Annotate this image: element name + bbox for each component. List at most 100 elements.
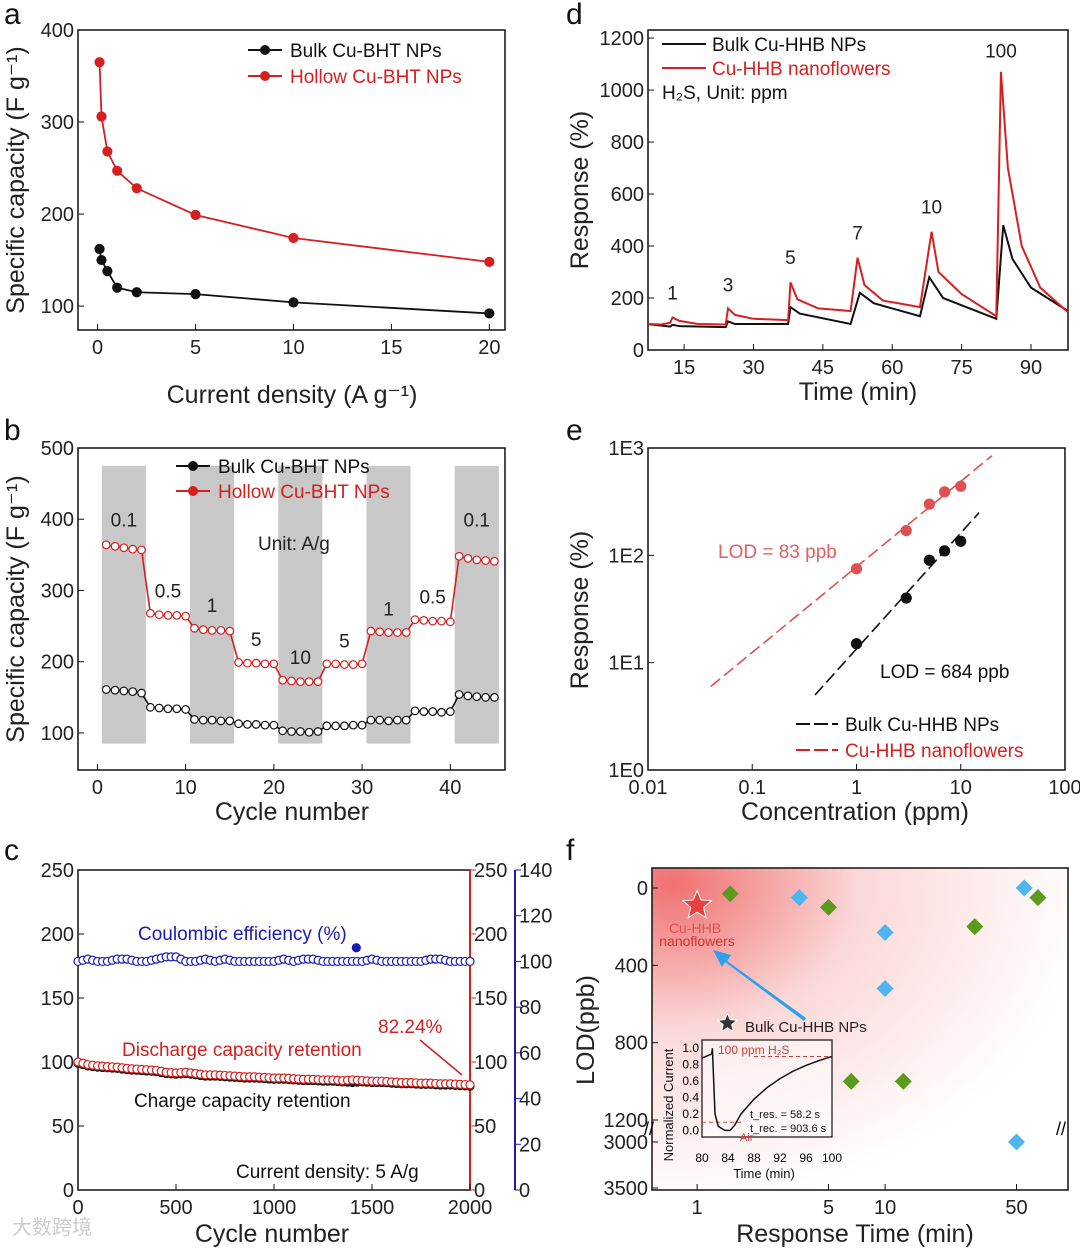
- b-xlabel: Cycle number: [215, 798, 369, 826]
- f-xtick-label: 50: [1005, 1197, 1027, 1219]
- b-data-point: [137, 688, 146, 698]
- b-data-point: [242, 720, 252, 729]
- b-data-point: [198, 625, 208, 635]
- b-data-point: [278, 726, 288, 736]
- f-green-diamond: [721, 885, 739, 903]
- a-ylabel: Specific capacity (F g⁻¹): [2, 46, 30, 313]
- b-ytick-label: 100: [41, 723, 74, 745]
- b-data-point: [242, 658, 252, 668]
- b-legend-bulk: Bulk Cu-BHT NPs: [218, 457, 370, 478]
- b-data-point: [472, 555, 482, 565]
- b-data-point: [419, 615, 429, 625]
- f-blue-diamond: [790, 889, 808, 907]
- c-label-current: Current density: 5 A/g: [236, 1162, 419, 1183]
- b-rate-label: 0.1: [111, 510, 137, 531]
- b-data-point: [190, 715, 199, 724]
- b-rate-label: 1: [207, 596, 218, 617]
- d-ytick-label: 1000: [600, 80, 645, 102]
- b-data-point: [190, 623, 199, 633]
- a-data-point: [190, 209, 201, 221]
- b-data-point: [101, 685, 111, 694]
- c-red-ytick-label: 0: [474, 1180, 485, 1202]
- b-data-point: [490, 692, 499, 702]
- c-ytick-label: 250: [41, 860, 74, 882]
- f-ytick-label: 800: [615, 1033, 648, 1055]
- b-data-point: [454, 690, 464, 699]
- f-ytick-label: 3500: [604, 1178, 649, 1200]
- f-label-nano: Cu-HHB: [669, 920, 721, 936]
- b-data-point: [392, 628, 402, 637]
- a-ytick-label: 200: [41, 204, 74, 226]
- b-data-point: [428, 707, 438, 716]
- b-data-point: [331, 659, 341, 669]
- d-xlabel: Time (min): [799, 378, 918, 406]
- b-data-point: [366, 715, 376, 725]
- a-data-point: [484, 256, 495, 268]
- inset-xtick-label: 96: [799, 1151, 813, 1165]
- b-data-point: [428, 616, 438, 626]
- b-data-point: [445, 617, 455, 627]
- f-green-diamond: [966, 918, 984, 936]
- d-peak-label: 3: [723, 276, 734, 297]
- c-label-ce: Coulombic efficiency (%): [138, 924, 347, 945]
- b-data-point: [287, 727, 296, 736]
- a-xtick-label: 20: [478, 337, 500, 359]
- b-rate-label: 10: [290, 648, 311, 669]
- c-data-point: [465, 1080, 475, 1090]
- a-series-line: [98, 62, 490, 263]
- d-note: H₂S, Unit: ppm: [662, 83, 788, 104]
- inset-xtick-label: 92: [773, 1151, 787, 1165]
- b-data-point: [110, 685, 120, 695]
- plot-frame: [651, 867, 1069, 1191]
- b-data-point: [295, 677, 305, 687]
- f-ytick-label: 0: [637, 878, 648, 900]
- inset-xtick-label: 88: [747, 1151, 761, 1165]
- a-xtick-label: 5: [190, 337, 201, 359]
- e-xtick-label: 0.01: [629, 777, 668, 799]
- c-red-ytick-label: 100: [474, 1052, 507, 1074]
- plot-frame: [77, 447, 506, 771]
- b-data-point: [437, 616, 446, 626]
- a-data-point: [94, 243, 105, 255]
- b-data-point: [454, 551, 464, 561]
- b-data-point: [216, 716, 226, 726]
- b-shaded-band: [101, 465, 146, 744]
- a-data-point: [94, 57, 105, 68]
- panel-label-e: e: [566, 414, 583, 447]
- c-blue-ytick-label: 120: [519, 906, 552, 928]
- b-data-point: [101, 540, 111, 550]
- panel-a: 0 5 10 15 20 100 200 300 400: [41, 20, 506, 359]
- b-data-point: [348, 660, 358, 669]
- f-ytick-label: 3000: [604, 1132, 649, 1154]
- c-xtick-label: 1500: [350, 1197, 395, 1219]
- b-data-point: [251, 720, 261, 729]
- c-red-ytick-label: 150: [474, 988, 507, 1010]
- c-blue-ytick-label: 80: [519, 997, 541, 1019]
- b-rate-label: 5: [339, 631, 350, 652]
- panel-c: 0 500 1000 1500 2000050100150200250050100150…: [41, 860, 553, 1219]
- c-xtick-label: 2000: [448, 1197, 493, 1219]
- d-legend-bulk: Bulk Cu-HHB NPs: [712, 35, 866, 56]
- b-xtick-label: 20: [263, 777, 285, 799]
- e-data-point: [900, 524, 912, 537]
- b-data-point: [348, 720, 358, 730]
- b-data-point: [251, 658, 261, 668]
- f-blue-diamond: [1008, 1133, 1025, 1151]
- c-label-discharge: Discharge capacity retention: [122, 1040, 362, 1061]
- b-legend-hollow: Hollow Cu-BHT NPs: [218, 482, 390, 503]
- d-peak-label: 7: [852, 224, 863, 245]
- b-unit-note: Unit: A/g: [258, 534, 330, 555]
- b-ytick-label: 500: [41, 438, 74, 460]
- star-icon-bulk: [716, 1012, 739, 1033]
- c-xtick-label: 500: [159, 1197, 192, 1219]
- a-ytick-label: 400: [41, 20, 74, 42]
- c-outlier-point: [351, 943, 361, 953]
- watermark: 大数跨境: [12, 1216, 92, 1239]
- a-data-point: [102, 146, 113, 157]
- b-data-point: [128, 544, 138, 554]
- c-blue-ytick-label: 40: [519, 1089, 541, 1111]
- d-xtick-label: 60: [881, 357, 903, 379]
- a-xtick-label: 10: [282, 337, 304, 359]
- b-data-point: [154, 610, 164, 620]
- d-peak-label: 5: [785, 248, 796, 269]
